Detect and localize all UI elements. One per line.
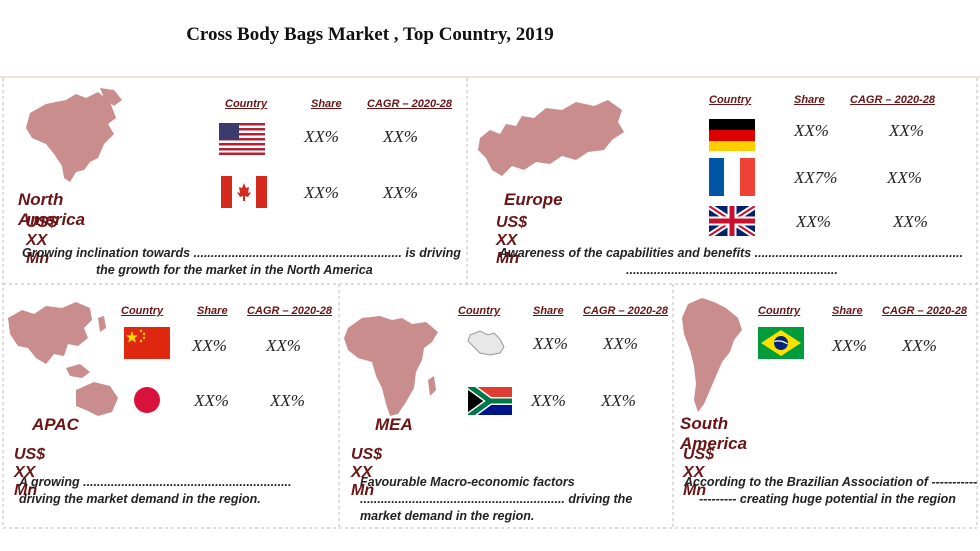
apac-label: APAC: [32, 415, 79, 434]
apac-size: US$ XX Mn: [14, 446, 46, 499]
col-country: Country: [121, 305, 164, 317]
china-flag-icon: [124, 327, 170, 359]
japan-cagr: XX%: [270, 391, 305, 410]
col-cagr: CAGR – 2020-28: [247, 305, 332, 317]
europe-size: US$ XX Mn: [496, 214, 528, 267]
mea-note-1: Favourable Macro-economic factors: [360, 475, 575, 489]
north-america-map-icon: [26, 88, 122, 182]
brazil-cagr: XX%: [902, 336, 937, 355]
top-border: [0, 76, 980, 78]
north-america-size: US$ XX Mn: [26, 214, 58, 267]
col-cagr: CAGR – 2020-28: [367, 98, 452, 110]
usa-flag-icon: [219, 123, 265, 155]
saudi-cagr: XX%: [603, 334, 638, 353]
col-share: Share: [197, 305, 228, 317]
south-africa-share: XX%: [531, 391, 566, 410]
south-africa-cagr: XX%: [601, 391, 636, 410]
apac-note-2: driving the market demand in the region.: [19, 492, 261, 506]
china-share: XX%: [192, 336, 227, 355]
south-america-label: South America: [680, 414, 748, 453]
us-cagr: XX%: [383, 127, 418, 146]
japan-flag-icon: [134, 387, 160, 413]
mea-note-2: ........................................…: [360, 492, 633, 506]
france-flag-icon: [709, 158, 755, 196]
germany-cagr: XX%: [889, 121, 924, 140]
south-america-size: US$ XX Mn: [683, 446, 715, 499]
col-cagr: CAGR – 2020-28: [882, 305, 967, 317]
europe-label: Europe: [504, 190, 563, 209]
south-america-map-icon: [682, 298, 742, 412]
europe-map-icon: [478, 100, 624, 176]
china-cagr: XX%: [266, 336, 301, 355]
europe-note-2: ........................................…: [626, 263, 838, 277]
brazil-share: XX%: [832, 336, 867, 355]
saudi-map-icon: [467, 330, 505, 356]
col-cagr: CAGR – 2020-28: [850, 94, 935, 106]
brazil-flag-icon: [758, 327, 804, 359]
col-share: Share: [832, 305, 863, 317]
col-cagr: CAGR – 2020-28: [583, 305, 668, 317]
mea-size: US$ XX Mn: [351, 446, 383, 499]
col-country: Country: [709, 94, 752, 106]
uk-cagr: XX%: [893, 212, 928, 231]
north-america-label: North America: [18, 190, 86, 229]
mea-map-icon: [344, 316, 438, 416]
germany-share: XX%: [794, 121, 829, 140]
north-america-note-1: Growing inclination towards ............…: [22, 246, 461, 260]
apac-map-icon: [8, 302, 118, 416]
south-africa-flag-icon: [468, 387, 512, 415]
uk-flag-icon: [709, 206, 755, 236]
north-america-note-2: the growth for the market in the North A…: [96, 263, 373, 277]
col-country: Country: [458, 305, 501, 317]
germany-flag-icon: [709, 119, 755, 151]
saudi-share: XX%: [533, 334, 568, 353]
mea-label: MEA: [375, 415, 413, 434]
us-share: XX%: [304, 127, 339, 146]
col-share: Share: [533, 305, 564, 317]
col-share: Share: [794, 94, 825, 106]
japan-share: XX%: [194, 391, 229, 410]
canada-share: XX%: [304, 183, 339, 202]
col-country: Country: [758, 305, 801, 317]
mea-note-3: market demand in the region.: [360, 509, 535, 523]
col-share: Share: [311, 98, 342, 110]
france-cagr: XX%: [887, 168, 922, 187]
apac-note-1: A growing ..............................…: [19, 475, 292, 489]
europe-note-1: Awareness of the capabilities and benefi…: [499, 246, 964, 260]
uk-share: XX%: [796, 212, 831, 231]
south-america-note-2: --------- creating huge potential in the…: [699, 492, 956, 506]
canada-flag-icon: [221, 176, 267, 208]
canada-cagr: XX%: [383, 183, 418, 202]
south-america-note-1: According to the Brazilian Association o…: [684, 475, 978, 489]
france-share: XX7%: [794, 168, 838, 187]
page-title: Cross Body Bags Market , Top Country, 20…: [186, 24, 554, 45]
col-country: Country: [225, 98, 268, 110]
